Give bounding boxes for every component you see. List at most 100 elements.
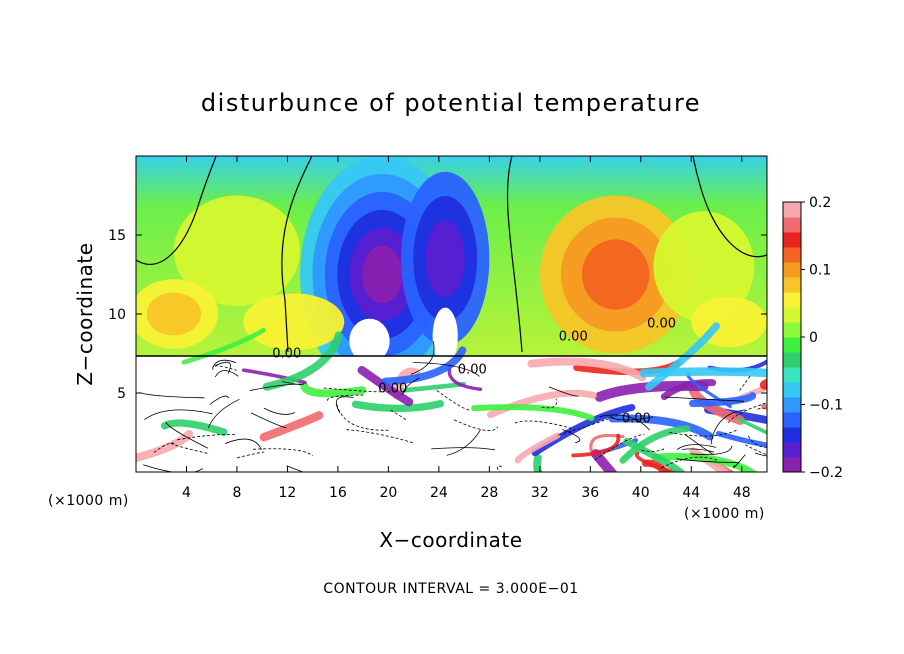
contour-line <box>410 341 435 375</box>
contour-label: 0.00 <box>622 412 651 427</box>
contour-line <box>212 359 237 368</box>
x-tick-label: 24 <box>430 485 448 501</box>
turbulent-band <box>591 449 618 472</box>
contour-line <box>733 454 746 468</box>
turbulent-band <box>300 381 367 398</box>
contour-line <box>327 394 365 401</box>
turbulent-band <box>181 327 266 365</box>
colorbar-segment <box>783 367 801 383</box>
lower-turbulent-bands <box>136 322 767 472</box>
turbulent-band <box>645 322 720 391</box>
turbulent-band <box>527 357 647 382</box>
colorbar-tick-label: 0.1 <box>809 263 831 279</box>
contour-line <box>346 429 415 444</box>
contour-line <box>436 390 470 411</box>
x-tick-label: 44 <box>682 485 700 501</box>
colorbar-ticks: 0.2 0.1 0 −0.1 −0.2 <box>801 195 843 481</box>
colorbar-segment <box>783 307 801 323</box>
contour-label: 0.00 <box>458 363 487 378</box>
colorbar-segment <box>783 382 801 398</box>
anomaly-patch <box>581 239 650 310</box>
turbulent-band <box>594 380 709 402</box>
x-tick-label: 48 <box>733 485 751 501</box>
colorbar-segment <box>783 217 801 233</box>
contour-label: 0.00 <box>378 381 407 396</box>
colorbar-segment <box>783 337 801 353</box>
zero-contour <box>506 156 523 353</box>
colorbar-segment <box>783 427 801 443</box>
contour-line <box>177 434 236 441</box>
contour-label: 0.00 <box>559 329 588 344</box>
contour-label: 0.00 <box>272 347 301 362</box>
upper-zero-contours <box>136 156 767 353</box>
contour-line <box>237 451 265 459</box>
turbulent-band <box>736 417 767 435</box>
x-axis-title: X−coordinate <box>379 528 522 552</box>
turbulent-band <box>514 432 561 464</box>
x-tick-label: 20 <box>379 485 397 501</box>
x-tick-label: 36 <box>581 485 599 501</box>
contour-line <box>676 444 717 450</box>
colorbar-segment <box>783 352 801 368</box>
colorbar-tick-label: −0.2 <box>809 465 843 481</box>
contour-line <box>757 407 767 410</box>
contour-line <box>744 444 767 456</box>
turbulent-band <box>259 411 324 442</box>
contour-line <box>153 442 175 453</box>
contour-line <box>286 465 305 472</box>
x-axis: 4 8 12 16 20 24 28 32 36 40 44 48 <box>182 156 751 501</box>
contour-line <box>548 386 579 397</box>
contour-line <box>594 433 645 461</box>
contour-line <box>282 381 304 386</box>
contour-line <box>209 395 230 405</box>
anomaly-patch <box>146 292 202 336</box>
turbulent-band <box>651 453 758 472</box>
contour-line <box>496 465 502 472</box>
turbulent-band <box>262 331 343 391</box>
colorbar-segment <box>783 277 801 293</box>
contour-line <box>431 447 495 451</box>
turbulent-band <box>619 425 691 464</box>
y-tick-label: 15 <box>108 228 126 244</box>
colorbar-segment <box>783 202 801 218</box>
contour-label-group: 0.00 0.00 0.00 0.00 0.00 0.00 <box>272 317 676 427</box>
x-tick-label: 40 <box>632 485 650 501</box>
colorbar-tick-label: −0.1 <box>809 398 843 414</box>
colorbar-segment <box>783 397 801 413</box>
anomaly-patch <box>173 195 301 307</box>
x-tick-label: 8 <box>232 485 241 501</box>
colorbar-segment <box>783 442 801 458</box>
contour-line <box>676 458 740 464</box>
turbulent-band <box>357 365 414 407</box>
turbulent-band <box>715 430 767 448</box>
contour-line <box>390 409 408 421</box>
x-tick-label: 4 <box>182 485 191 501</box>
anomaly-patch <box>362 245 402 304</box>
turbulent-band <box>639 367 767 378</box>
contour-line <box>446 429 481 456</box>
x-tick-label: 16 <box>329 485 347 501</box>
turbulent-band <box>642 459 671 472</box>
contour-line <box>249 383 301 391</box>
turbulent-band <box>531 404 636 457</box>
contour-line <box>170 442 208 454</box>
turbulent-band <box>471 404 595 421</box>
contour-line <box>402 377 420 396</box>
x-tick-label: 32 <box>531 485 549 501</box>
contour-line <box>323 387 381 393</box>
turbulent-band <box>623 437 686 472</box>
contour-line <box>143 464 203 472</box>
contour-line <box>754 452 767 457</box>
contour-line <box>214 370 239 378</box>
colorbar-tick-label: 0.2 <box>809 195 831 211</box>
contour-line <box>541 398 557 409</box>
anomaly-patch <box>425 220 465 298</box>
colorbar-segment <box>783 412 801 428</box>
contour-line <box>514 420 573 429</box>
contour-line <box>599 414 650 431</box>
colorbar-segment <box>783 262 801 278</box>
x-axis-unit-right: (×1000 m) <box>684 506 765 522</box>
anomaly-core <box>432 307 458 365</box>
contour-line <box>139 392 205 399</box>
